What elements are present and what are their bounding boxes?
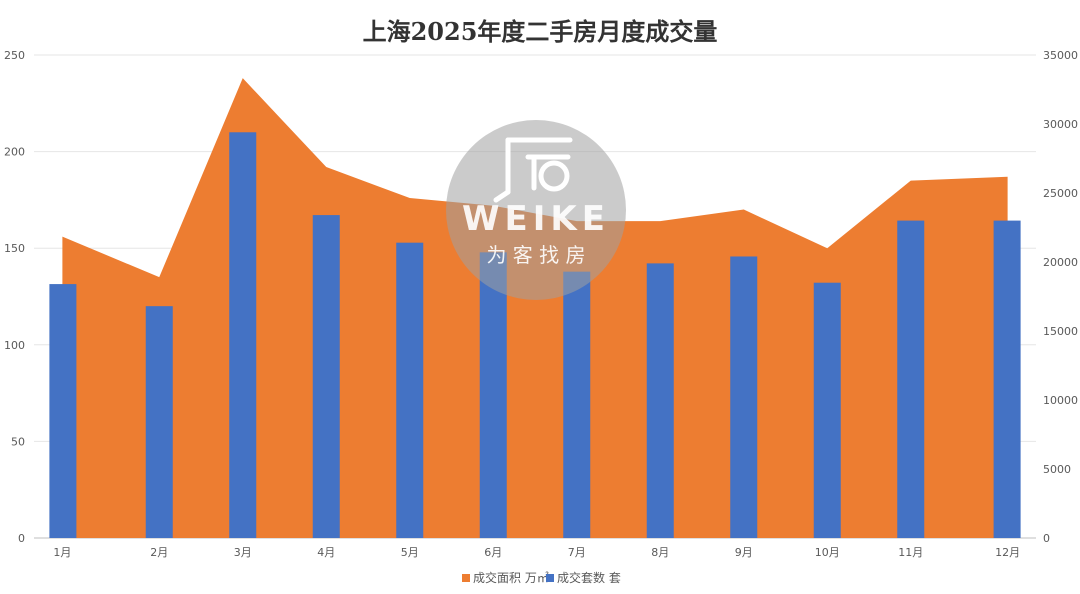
- x-tick-label: 1月: [53, 546, 71, 559]
- bar: [312, 215, 340, 538]
- left-tick-label: 100: [4, 339, 25, 352]
- bar: [396, 242, 424, 538]
- x-tick-label: 4月: [317, 546, 335, 559]
- watermark: WEIKE 为 客 找 房: [446, 120, 626, 300]
- legend-label-area: 成交面积 万㎡: [473, 570, 549, 585]
- x-tick-label: 8月: [651, 546, 669, 559]
- area-series: [62, 78, 1008, 539]
- x-axis: 1月 2月 3月 4月 5月 6月 7月 8月 9月 10月 11月 12月: [53, 546, 1020, 559]
- left-tick-label: 200: [4, 146, 25, 159]
- bar: [229, 132, 257, 538]
- legend-swatch-bar: [546, 574, 554, 582]
- left-axis: 0 50 100 150 200 250: [4, 49, 25, 545]
- bar: [646, 263, 674, 538]
- bar: [49, 284, 77, 538]
- legend-swatch-area: [462, 574, 470, 582]
- x-tick-label: 3月: [234, 546, 252, 559]
- x-tick-label: 5月: [401, 546, 419, 559]
- right-tick-label: 5000: [1043, 463, 1071, 476]
- left-tick-label: 250: [4, 49, 25, 62]
- right-tick-label: 30000: [1043, 118, 1078, 131]
- bar: [897, 220, 925, 538]
- bar-series: [49, 132, 1021, 538]
- right-tick-label: 20000: [1043, 256, 1078, 269]
- x-tick-label: 12月: [995, 546, 1020, 559]
- bar: [730, 256, 758, 538]
- x-tick-label: 2月: [150, 546, 168, 559]
- watermark-slogan: 为 客 找 房: [486, 243, 585, 267]
- legend: 成交面积 万㎡ 成交套数 套: [462, 570, 621, 585]
- right-tick-label: 0: [1043, 532, 1050, 545]
- left-tick-label: 0: [18, 532, 25, 545]
- x-tick-label: 11月: [898, 546, 923, 559]
- x-tick-label: 6月: [484, 546, 502, 559]
- bar: [145, 306, 173, 538]
- x-tick-label: 10月: [815, 546, 840, 559]
- watermark-circle: [446, 120, 626, 300]
- right-axis: 0 5000 10000 15000 20000 25000 30000 35000: [1043, 49, 1078, 545]
- watermark-brand: WEIKE: [462, 199, 610, 239]
- x-tick-label: 9月: [735, 546, 753, 559]
- right-tick-label: 10000: [1043, 394, 1078, 407]
- bar: [993, 220, 1021, 538]
- left-tick-label: 50: [11, 435, 25, 448]
- legend-label-bar: 成交套数 套: [557, 570, 621, 585]
- right-tick-label: 15000: [1043, 325, 1078, 338]
- area-path: [62, 78, 1008, 539]
- bar: [479, 252, 507, 538]
- bar: [563, 271, 591, 538]
- chart-title: 上海2025年度二手房月度成交量: [363, 17, 718, 46]
- bar: [813, 282, 841, 538]
- x-tick-label: 7月: [568, 546, 586, 559]
- right-tick-label: 25000: [1043, 187, 1078, 200]
- left-tick-label: 150: [4, 242, 25, 255]
- house-logo-icon: [493, 137, 573, 203]
- right-tick-label: 35000: [1043, 49, 1078, 62]
